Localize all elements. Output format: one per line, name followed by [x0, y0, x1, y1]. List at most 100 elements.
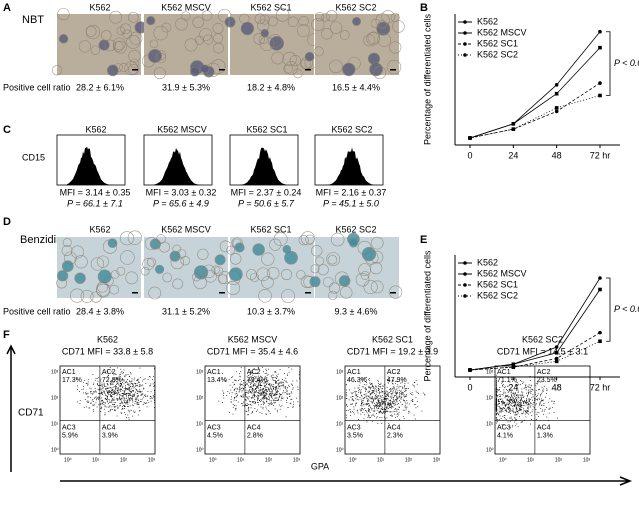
event: [131, 392, 132, 393]
event: [129, 411, 130, 412]
event: [377, 423, 378, 424]
event: [137, 404, 138, 405]
event: [367, 400, 368, 401]
event: [356, 394, 357, 395]
event: [270, 386, 271, 387]
legend-marker: [463, 20, 467, 24]
event: [230, 390, 231, 391]
event: [516, 388, 517, 389]
event: [285, 392, 286, 393]
label: 10¹: [377, 457, 385, 463]
event: [381, 412, 382, 413]
event: [388, 411, 389, 412]
event: [136, 385, 137, 386]
event: [239, 389, 240, 390]
event: [152, 379, 153, 380]
event: [390, 404, 391, 405]
event: [285, 386, 286, 387]
event: [395, 391, 396, 392]
event: [379, 411, 380, 412]
event: [383, 397, 384, 398]
event: [372, 397, 373, 398]
event: [261, 400, 262, 401]
event: [379, 402, 380, 403]
event: [281, 398, 282, 399]
event: [378, 400, 379, 401]
event: [510, 411, 511, 412]
event: [392, 389, 393, 390]
cell: [349, 239, 357, 247]
event: [368, 415, 369, 416]
event: [261, 390, 262, 391]
event: [281, 385, 282, 386]
event: [527, 413, 528, 414]
event: [532, 394, 533, 395]
event: [279, 393, 280, 394]
event: [387, 395, 388, 396]
event: [98, 389, 99, 390]
event: [262, 399, 263, 400]
event: [376, 413, 377, 414]
event: [399, 394, 400, 395]
event: [400, 398, 401, 399]
event: [387, 394, 388, 395]
label: K562 MSCV: [161, 224, 211, 234]
event: [278, 383, 279, 384]
y-axis-label: Percentage of differentiated cells: [422, 14, 432, 145]
label: CD71: [18, 408, 44, 419]
event: [412, 399, 413, 400]
label: MFI = 2.16 ± 0.37: [316, 187, 387, 197]
event: [507, 399, 508, 400]
event: [404, 418, 405, 419]
event: [412, 401, 413, 402]
event: [553, 401, 554, 402]
event: [248, 407, 249, 408]
event: [133, 391, 134, 392]
event: [496, 414, 497, 415]
event: [347, 406, 348, 407]
event: [262, 393, 263, 394]
event: [267, 398, 268, 399]
event: [382, 399, 383, 400]
event: [119, 375, 120, 376]
event: [248, 393, 249, 394]
event: [382, 403, 383, 404]
event: [261, 385, 262, 386]
event: [283, 390, 284, 391]
event: [290, 403, 291, 404]
event: [373, 414, 374, 415]
event: [405, 389, 406, 390]
point: [512, 127, 516, 131]
event: [416, 380, 417, 381]
event: [268, 389, 269, 390]
label: 10²: [265, 457, 273, 463]
label: 24: [508, 150, 518, 160]
event: [114, 393, 115, 394]
event: [543, 405, 544, 406]
event: [292, 407, 293, 408]
event: [132, 396, 133, 397]
event: [505, 410, 506, 411]
event: [397, 388, 398, 389]
event: [110, 396, 111, 397]
event: [253, 390, 254, 391]
line: [470, 83, 600, 138]
event: [392, 415, 393, 416]
event: [502, 401, 503, 402]
event: [111, 392, 112, 393]
event: [104, 409, 105, 410]
event: [390, 396, 391, 397]
event: [115, 391, 116, 392]
label: K562 SC2: [335, 2, 376, 12]
event: [274, 394, 275, 395]
event: [397, 391, 398, 392]
event: [253, 389, 254, 390]
event: [503, 395, 504, 396]
event: [537, 395, 538, 396]
event: [350, 404, 351, 405]
event: [253, 401, 254, 402]
point: [555, 360, 559, 364]
event: [523, 382, 524, 383]
event: [513, 393, 514, 394]
event: [237, 388, 238, 389]
